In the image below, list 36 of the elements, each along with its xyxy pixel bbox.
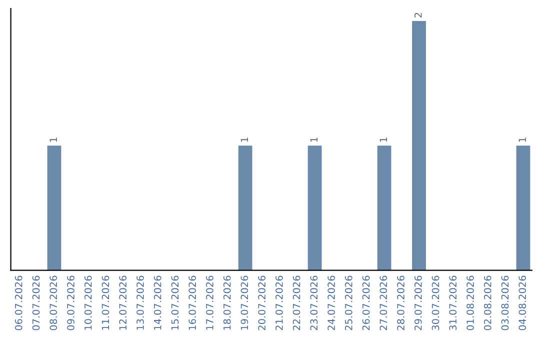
x-tick-label: 26.07.2026 bbox=[362, 276, 370, 330]
x-tick-label: 07.07.2026 bbox=[32, 276, 40, 330]
data-label: 1 bbox=[380, 138, 387, 142]
x-tick-label: 01.08.2026 bbox=[466, 276, 474, 330]
data-label: 2 bbox=[414, 12, 422, 18]
data-label: 1 bbox=[310, 138, 318, 142]
x-tick-label: 24.07.2026 bbox=[328, 276, 335, 330]
x-tick-label: 14.07.2026 bbox=[154, 276, 162, 330]
x-tick-label: 31.07.2026 bbox=[449, 276, 457, 330]
x-tick-label: 29.07.2026 bbox=[414, 276, 422, 330]
x-tick-label: 17.07.2026 bbox=[206, 276, 214, 330]
x-tick-label: 28.07.2026 bbox=[397, 276, 404, 330]
data-label: 1 bbox=[50, 138, 57, 142]
x-tick-label: 04.08.2026 bbox=[518, 276, 526, 330]
x-tick-label: 16.07.2026 bbox=[188, 276, 196, 330]
x-tick-label: 02.08.2026 bbox=[484, 276, 492, 330]
data-label: 1 bbox=[518, 138, 526, 142]
x-tick-label: 19.07.2026 bbox=[240, 276, 248, 330]
x-tick-label: 30.07.2026 bbox=[432, 276, 440, 330]
x-tick-label: 21.07.2026 bbox=[276, 276, 283, 330]
x-tick-label: 10.07.2026 bbox=[84, 276, 92, 330]
x-tick-label: 09.07.2026 bbox=[67, 276, 74, 330]
x-tick-label: 27.07.2026 bbox=[380, 276, 388, 330]
x-tick-label: 06.07.2026 bbox=[14, 276, 22, 330]
x-tick-label: 15.07.2026 bbox=[171, 276, 179, 330]
x-tick-label: 03.08.2026 bbox=[501, 276, 509, 330]
x-tick-label: 25.07.2026 bbox=[344, 276, 352, 330]
x-tick-label: 22.07.2026 bbox=[292, 276, 300, 330]
x-tick-label: 20.07.2026 bbox=[258, 276, 266, 330]
x-tick-label: 11.07.2026 bbox=[102, 276, 110, 330]
x-tick-label: 12.07.2026 bbox=[119, 276, 127, 330]
data-label: 1 bbox=[240, 138, 248, 142]
x-tick-label: 18.07.2026 bbox=[223, 276, 231, 330]
x-tick-label: 13.07.2026 bbox=[136, 276, 144, 330]
x-tick-label: 23.07.2026 bbox=[310, 276, 318, 330]
x-tick-label: 08.07.2026 bbox=[50, 276, 58, 330]
